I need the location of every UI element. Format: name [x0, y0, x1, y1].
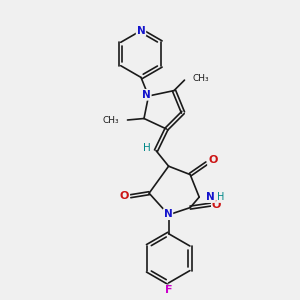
- Text: N: N: [136, 26, 146, 36]
- Text: H: H: [142, 143, 150, 153]
- Text: O: O: [208, 155, 218, 165]
- Text: O: O: [212, 200, 221, 210]
- Text: O: O: [120, 191, 129, 201]
- Text: H: H: [217, 192, 224, 202]
- Text: N: N: [206, 192, 215, 202]
- Text: CH₃: CH₃: [103, 116, 119, 124]
- Text: F: F: [165, 285, 172, 296]
- Text: N: N: [142, 90, 151, 100]
- Text: N: N: [164, 209, 172, 219]
- Text: CH₃: CH₃: [193, 74, 209, 83]
